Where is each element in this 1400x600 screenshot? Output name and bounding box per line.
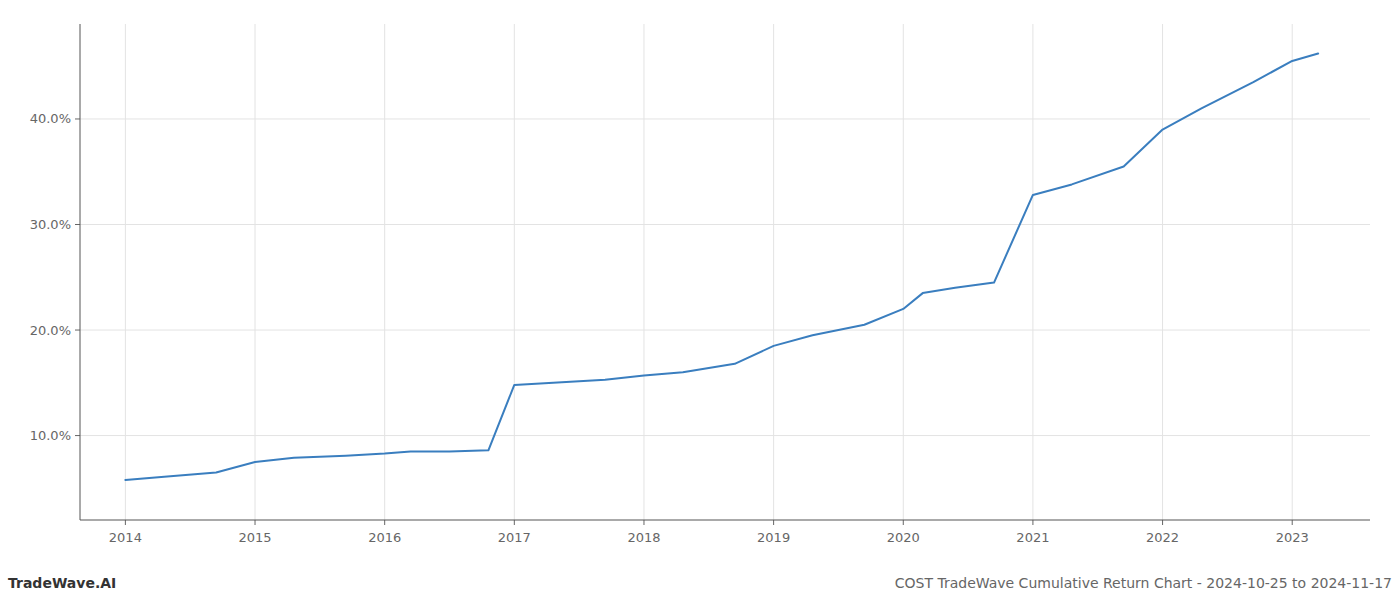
- axes: 2014 2015 2016 2017 2018 2019 2020 2021 2022 2023…: [30, 24, 1370, 545]
- y-grid-line: [80, 118, 1370, 119]
- x-tick-label: 2021: [1016, 530, 1049, 545]
- x-grid-line: [514, 24, 515, 520]
- y-tick-label: 40.0%: [30, 111, 71, 126]
- x-tick-label: 2014: [109, 530, 142, 545]
- x-grid-line: [384, 24, 385, 520]
- chart-container: 2014 2015 2016 2017 2018 2019 2020 2021 2022 2023…: [0, 0, 1400, 600]
- x-tick-label: 2023: [1276, 530, 1309, 545]
- x-axis-line: [80, 520, 1370, 521]
- x-tick: [1292, 520, 1293, 525]
- y-grid-line: [80, 330, 1370, 331]
- x-tick-label: 2017: [498, 530, 531, 545]
- data-line: [125, 54, 1318, 480]
- grid: [80, 24, 1370, 520]
- y-tick-label: 20.0%: [30, 323, 71, 338]
- x-grid-line: [1162, 24, 1163, 520]
- watermark: TradeWave.AI: [8, 575, 116, 591]
- x-tick: [514, 520, 515, 525]
- x-tick-label: 2015: [238, 530, 271, 545]
- x-tick: [1032, 520, 1033, 525]
- x-tick-label: 2020: [887, 530, 920, 545]
- x-tick: [773, 520, 774, 525]
- y-grid-line: [80, 224, 1370, 225]
- x-tick: [903, 520, 904, 525]
- y-tick: [75, 118, 80, 119]
- x-grid-line: [255, 24, 256, 520]
- x-tick-label: 2019: [757, 530, 790, 545]
- x-grid-line: [1032, 24, 1033, 520]
- x-grid-line: [125, 24, 126, 520]
- chart-svg: 2014 2015 2016 2017 2018 2019 2020 2021 2022 2023…: [0, 0, 1400, 600]
- texts: TradeWave.AI COST TradeWave Cumulative Re…: [8, 575, 1392, 591]
- chart-title: COST TradeWave Cumulative Return Chart -…: [895, 575, 1392, 591]
- x-tick: [384, 520, 385, 525]
- x-grid-line: [773, 24, 774, 520]
- y-tick-label: 10.0%: [30, 428, 71, 443]
- x-tick: [255, 520, 256, 525]
- y-axis-line: [80, 24, 81, 520]
- x-grid-line: [1292, 24, 1293, 520]
- x-tick: [125, 520, 126, 525]
- y-tick: [75, 435, 80, 436]
- y-tick: [75, 224, 80, 225]
- y-grid-line: [80, 435, 1370, 436]
- x-grid-line: [903, 24, 904, 520]
- x-tick-label: 2022: [1146, 530, 1179, 545]
- plot-area: [125, 54, 1318, 480]
- x-tick: [1162, 520, 1163, 525]
- y-tick-label: 30.0%: [30, 217, 71, 232]
- y-tick: [75, 330, 80, 331]
- x-tick-label: 2018: [627, 530, 660, 545]
- x-grid-line: [643, 24, 644, 520]
- x-tick-label: 2016: [368, 530, 401, 545]
- x-tick: [643, 520, 644, 525]
